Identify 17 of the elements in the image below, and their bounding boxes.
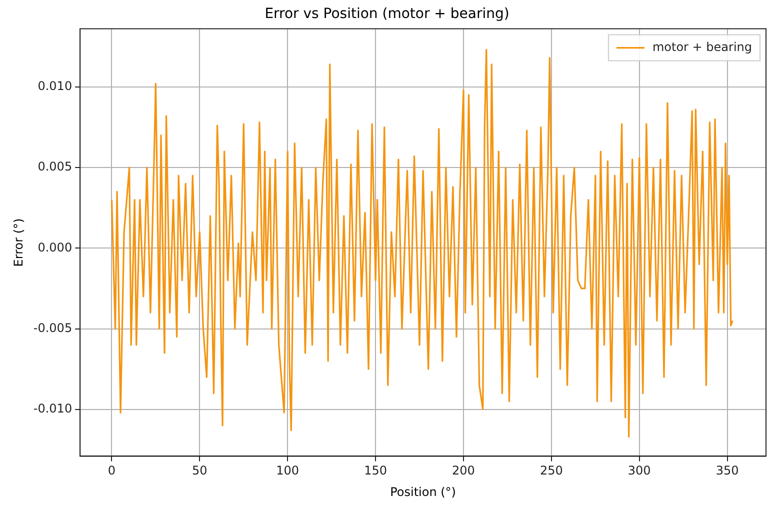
y-tick-label: -0.010 (33, 402, 72, 416)
x-tick-label: 300 (628, 464, 651, 478)
x-tick-label: 0 (108, 464, 116, 478)
x-axis-title: Position (°) (390, 484, 456, 499)
legend-label: motor + bearing (652, 40, 752, 54)
x-tick-label: 50 (192, 464, 208, 478)
y-tick-label: -0.005 (33, 320, 72, 335)
y-tick-label: 0.010 (38, 78, 72, 93)
x-tick-label: 200 (452, 464, 475, 478)
x-tick-label: 100 (276, 464, 300, 478)
y-tick-label: 0.000 (38, 240, 72, 254)
x-tick-label: 150 (364, 464, 388, 478)
y-tick-label: 0.005 (38, 160, 72, 174)
y-axis-title: Error (°) (11, 218, 26, 267)
x-tick-label: 350 (716, 464, 739, 478)
chart-title: Error vs Position (motor + bearing) (264, 6, 510, 22)
x-tick-label: 250 (540, 464, 563, 478)
